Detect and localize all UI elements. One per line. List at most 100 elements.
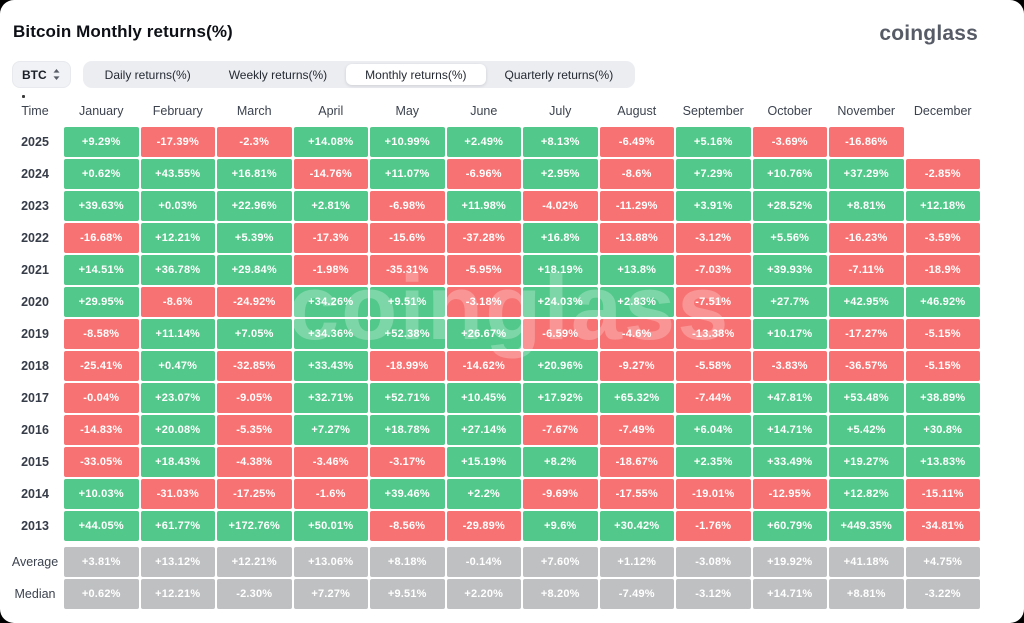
month-column-header: October: [767, 103, 812, 118]
coinglass-logo: coinglass: [879, 22, 978, 45]
table-row: 2023 +39.63% +0.03% +22.96% +2.81% -6.98% +11.…: [8, 191, 980, 221]
controls-row: BTC Daily returns(%) Weekly returns(%) M…: [12, 61, 1024, 88]
page-title: Bitcoin Monthly returns(%): [13, 22, 233, 41]
return-cell: -4.6%: [599, 319, 674, 349]
return-cell: +24.03%: [523, 287, 598, 317]
return-cell: -9.69%: [523, 479, 598, 509]
row-label: 2024: [21, 167, 49, 181]
return-cell: +2.49%: [446, 127, 521, 157]
return-cell: -14.76%: [293, 159, 368, 189]
month-column-header: July: [549, 103, 572, 118]
return-cell: -3.69%: [752, 127, 827, 157]
row-label: 2021: [21, 263, 49, 277]
return-cell: -17.25%: [217, 479, 292, 509]
table-row: 2014 +10.03% -31.03% -17.25% -1.6% +39.46% +2.…: [8, 479, 980, 509]
return-cell: -3.08%: [676, 547, 751, 577]
return-cell: +3.91%: [676, 191, 751, 221]
return-cell: -33.05%: [64, 447, 139, 477]
return-cell: -36.57%: [829, 351, 904, 381]
row-label: 2025: [21, 135, 49, 149]
return-cell: +36.78%: [140, 255, 215, 285]
return-cell: +41.18%: [829, 547, 904, 577]
return-cell: +7.05%: [217, 319, 292, 349]
return-cell: -29.89%: [446, 511, 521, 541]
return-cell: -15.11%: [905, 479, 980, 509]
return-cell: +10.76%: [752, 159, 827, 189]
return-cell: +26.67%: [446, 319, 521, 349]
return-cell: +65.32%: [599, 383, 674, 413]
return-cell: +38.89%: [905, 383, 980, 413]
return-cell: +13.12%: [140, 547, 215, 577]
return-cell: -16.86%: [829, 127, 904, 157]
return-cell: +0.62%: [64, 159, 139, 189]
return-cell: -9.05%: [217, 383, 292, 413]
return-cell: +17.92%: [523, 383, 598, 413]
return-cell: +0.62%: [64, 579, 139, 609]
return-cell: +3.81%: [64, 547, 139, 577]
return-cell: +20.96%: [523, 351, 598, 381]
return-cell: +14.51%: [64, 255, 139, 285]
return-cell: +29.95%: [64, 287, 139, 317]
return-cell: +19.27%: [829, 447, 904, 477]
row-label: 2018: [21, 359, 49, 373]
return-cell: -17.3%: [293, 223, 368, 253]
return-cell: +16.81%: [217, 159, 292, 189]
return-cell: -37.28%: [446, 223, 521, 253]
return-cell: +8.81%: [829, 579, 904, 609]
return-cell: -0.14%: [446, 547, 521, 577]
return-cell: +20.08%: [140, 415, 215, 445]
return-cell: -7.67%: [523, 415, 598, 445]
return-cell: +16.8%: [523, 223, 598, 253]
month-column-header: June: [470, 103, 498, 118]
table-row: 2025 +9.29% -17.39% -2.3% +14.08% +10.99% +2.4…: [8, 127, 980, 157]
sort-chevrons-icon: [52, 68, 61, 81]
table-header-row: Time January February March April May June July…: [8, 97, 980, 124]
return-cell: +11.14%: [140, 319, 215, 349]
return-cell: +10.45%: [446, 383, 521, 413]
return-cell: -7.44%: [676, 383, 751, 413]
return-cell: +1.12%: [599, 547, 674, 577]
month-column-header: May: [395, 103, 420, 118]
return-cell: +7.29%: [676, 159, 751, 189]
row-label: 2020: [21, 295, 49, 309]
return-cell: -3.46%: [293, 447, 368, 477]
return-cell: +8.13%: [523, 127, 598, 157]
return-cell: +14.71%: [752, 415, 827, 445]
return-cell: +449.35%: [829, 511, 904, 541]
row-label: 2019: [21, 327, 49, 341]
return-cell: -31.03%: [140, 479, 215, 509]
return-cell: +4.75%: [905, 547, 980, 577]
symbol-select[interactable]: BTC: [12, 61, 71, 88]
month-column-header: January: [79, 103, 124, 118]
table-row: 2021 +14.51% +36.78% +29.84% -1.98% -35.31% -5…: [8, 255, 980, 285]
return-cell: -14.83%: [64, 415, 139, 445]
return-cell: +11.98%: [446, 191, 521, 221]
tab-weekly-returns[interactable]: Weekly returns(%): [228, 67, 328, 82]
return-cell: -6.59%: [523, 319, 598, 349]
month-column-header: November: [837, 103, 896, 118]
return-cell: +27.14%: [446, 415, 521, 445]
return-cell: +2.81%: [293, 191, 368, 221]
return-cell: +7.27%: [293, 415, 368, 445]
return-cell: +32.71%: [293, 383, 368, 413]
month-column-header: August: [617, 103, 657, 118]
return-cell: +12.21%: [140, 223, 215, 253]
return-cell: -19.01%: [676, 479, 751, 509]
return-cell: -8.56%: [370, 511, 445, 541]
return-cell: -17.55%: [599, 479, 674, 509]
return-cell: -2.30%: [217, 579, 292, 609]
return-cell: +28.52%: [752, 191, 827, 221]
tab-quarterly-returns[interactable]: Quarterly returns(%): [504, 67, 614, 82]
return-cell: +12.21%: [217, 547, 292, 577]
return-cell: -7.49%: [599, 579, 674, 609]
table-row: 2018 -25.41% +0.47% -32.85% +33.43% -18.99% -1…: [8, 351, 980, 381]
tab-monthly-returns[interactable]: Monthly returns(%): [346, 64, 486, 85]
table-row: 2013 +44.05% +61.77% +172.76% +50.01% -8.56% -…: [8, 511, 980, 541]
return-cell: +10.99%: [370, 127, 445, 157]
return-cell: -4.02%: [523, 191, 598, 221]
return-cell: -7.03%: [676, 255, 751, 285]
tab-daily-returns[interactable]: Daily returns(%): [104, 67, 191, 82]
return-cell: +18.43%: [140, 447, 215, 477]
table-row: 2017 -0.04% +23.07% -9.05% +32.71% +52.71% +10…: [8, 383, 980, 413]
